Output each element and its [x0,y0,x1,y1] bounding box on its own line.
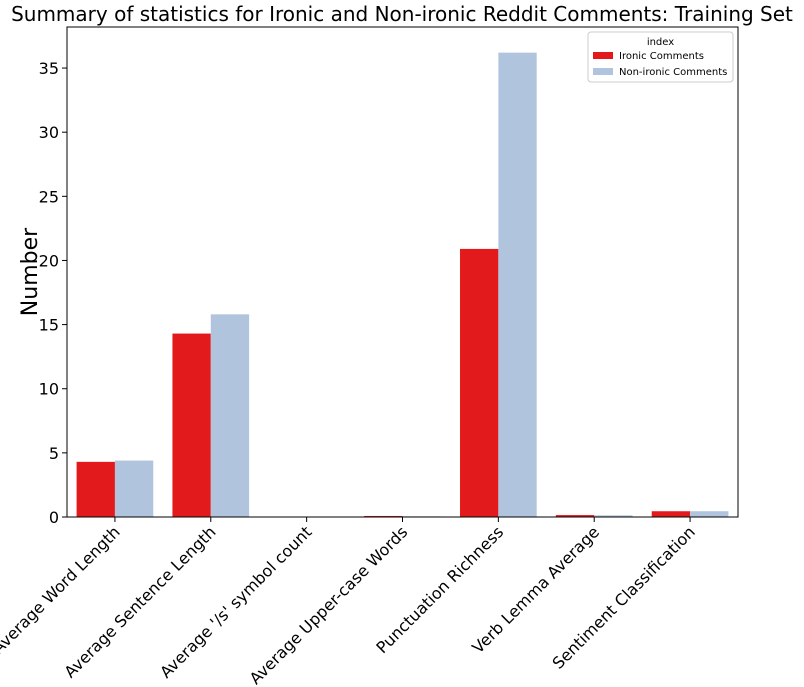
legend: index Ironic Comments Non-ironic Comments [587,31,734,83]
y-tick-label: 5 [49,444,59,463]
legend-swatch-non-ironic [593,68,613,75]
x-tick-label: Average '/s' symbol count [156,522,315,681]
bar-non-ironic-4 [498,52,537,517]
x-tick-label: Average Upper-case Words [246,522,412,687]
legend-title: index [647,37,674,48]
y-tick-label: 15 [39,316,59,335]
y-tick-label: 10 [39,380,59,399]
y-tick-label: 30 [39,123,59,142]
bar-non-ironic-5 [594,515,633,517]
bar-ironic-4 [460,248,499,517]
plot-frame [66,26,739,518]
y-axis-ticks: 0 5 10 15 20 25 30 35 [39,59,67,527]
y-tick-label: 0 [49,508,59,527]
bar-ironic-3 [364,515,403,517]
chart-title: Summary of statistics for Ironic and Non… [11,2,793,26]
y-tick-label: 20 [39,251,59,270]
legend-box [587,31,734,83]
legend-label-ironic: Ironic Comments [619,51,704,62]
bar-ironic-6 [651,511,691,517]
bars-group [76,52,729,517]
y-tick-label: 25 [39,187,59,206]
x-tick-label: Average Sentence Length [60,522,219,681]
bar-non-ironic-0 [114,460,154,517]
legend-label-non-ironic: Non-ironic Comments [619,67,727,78]
bar-ironic-1 [172,333,211,517]
bar-ironic-5 [555,515,595,517]
legend-swatch-ironic [593,52,613,59]
bar-non-ironic-6 [690,511,729,517]
y-tick-label: 35 [39,59,59,78]
bar-ironic-0 [76,461,115,517]
y-axis-label: Number [18,227,43,316]
bar-non-ironic-1 [210,314,250,517]
